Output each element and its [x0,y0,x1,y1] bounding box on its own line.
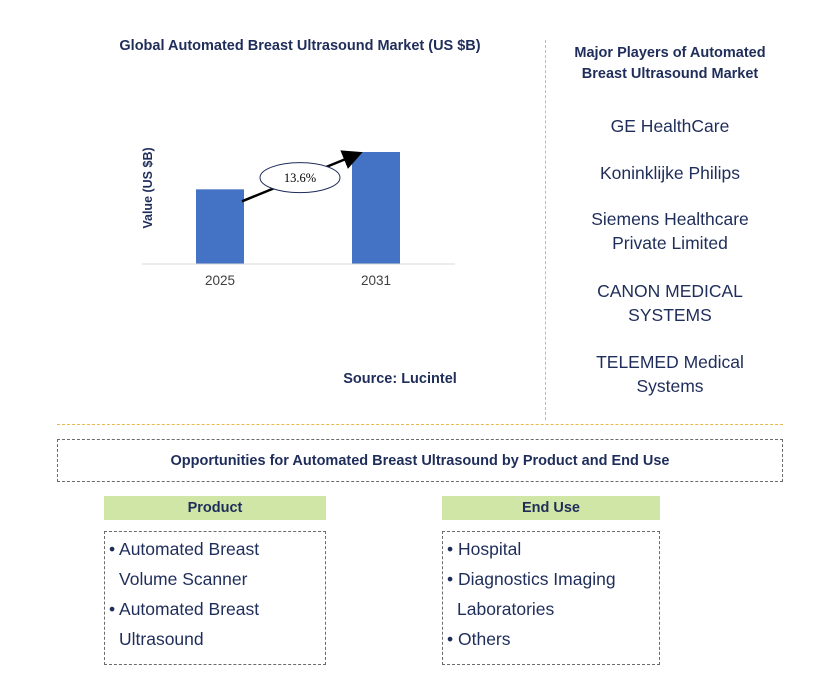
opportunities-title: Opportunities for Automated Breast Ultra… [57,439,783,482]
player-name: CANON MEDICAL [597,281,743,301]
list-item: • Others [447,629,511,649]
player-name: Koninklijke Philips [599,163,741,183]
x-tick-label: 2025 [205,273,235,288]
list-item: Laboratories [457,599,555,619]
x-tick-label: 2031 [361,273,391,288]
growth-ellipse [259,162,341,194]
end-use-list: • Hospital • Diagnostics Imaging Laborat… [442,531,660,665]
list-item: • Automated Breast [109,539,260,559]
list-item: Volume Scanner [119,569,248,589]
horizontal-divider [57,424,783,425]
player-item: GE HealthCare [560,114,780,138]
player-name: SYSTEMS [628,305,712,325]
player-item: CANON MEDICAL SYSTEMS [560,279,780,327]
product-list: • Automated Breast Volume Scanner • Auto… [104,531,326,665]
bar-2025 [196,189,244,264]
player-name: TELEMED Medical [596,352,744,372]
player-name: Private Limited [612,233,728,253]
source-note: Source: Lucintel [343,371,457,387]
growth-label: 13.6% [284,171,316,185]
players-title-line: Major Players of Automated [574,45,766,61]
list-item: Ultrasound [119,629,204,649]
vertical-divider [545,40,546,420]
player-name: Systems [636,376,704,396]
list-item: • Diagnostics Imaging [447,569,616,589]
player-item: Koninklijke Philips [560,161,780,185]
list-item: • Automated Breast [109,599,260,619]
player-name: GE HealthCare [610,116,730,136]
player-item: TELEMED Medical Systems [560,350,780,398]
product-header: Product [104,496,326,520]
bar-chart: Value (US $B) 2025 2031 13.6% [141,147,455,288]
players-title: Major Players of Automated Breast Ultras… [555,43,785,85]
bar-2031 [352,152,400,264]
end-use-header: End Use [442,496,660,520]
y-axis-label: Value (US $B) [141,147,155,228]
player-name: Siemens Healthcare [591,209,749,229]
chart-title: Global Automated Breast Ultrasound Marke… [119,38,481,54]
list-item: • Hospital [447,539,522,559]
player-item: Siemens Healthcare Private Limited [560,207,780,255]
players-title-line: Breast Ultrasound Market [581,66,759,82]
